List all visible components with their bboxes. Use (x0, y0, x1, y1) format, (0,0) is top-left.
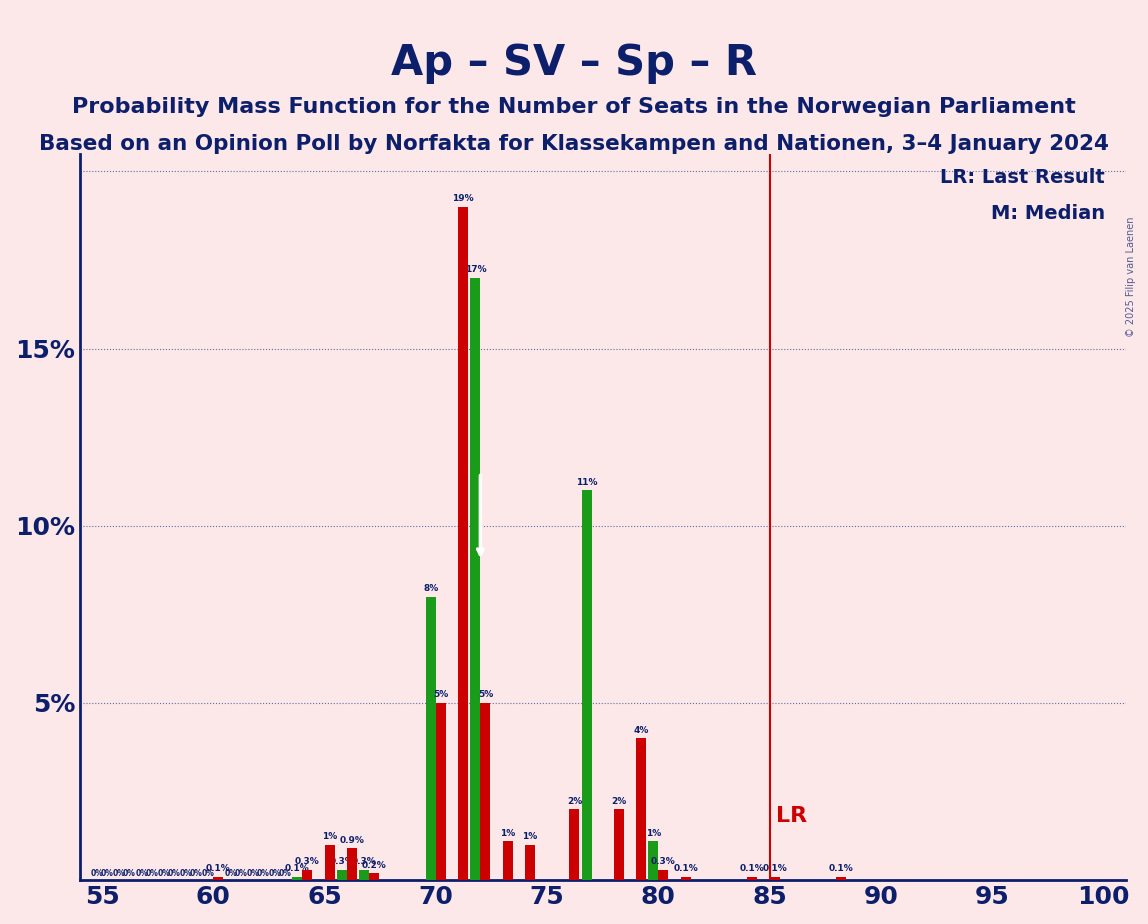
Text: 0%: 0% (189, 869, 202, 879)
Bar (293, 877, 302, 881)
Text: Based on an Opinion Poll by Norfakta for Klassekampen and Nationen, 3–4 January : Based on an Opinion Poll by Norfakta for… (39, 134, 1109, 154)
Text: 1%: 1% (646, 829, 661, 838)
Bar (525, 845, 535, 881)
Text: 0%: 0% (256, 869, 270, 879)
Text: 0.1%: 0.1% (740, 864, 765, 873)
Text: LR: LR (776, 807, 807, 826)
Text: 0%: 0% (180, 869, 193, 879)
Bar (302, 869, 312, 881)
Text: 2%: 2% (567, 796, 582, 806)
Text: 0.2%: 0.2% (362, 860, 387, 869)
Bar (359, 869, 370, 881)
Bar (471, 277, 480, 881)
Text: 17%: 17% (465, 265, 487, 274)
Bar (426, 597, 436, 881)
Text: 19%: 19% (452, 194, 474, 203)
Bar (325, 845, 334, 881)
Bar (569, 809, 580, 881)
Text: 0%: 0% (279, 869, 292, 879)
Text: 0%: 0% (157, 869, 170, 879)
Bar (503, 841, 513, 881)
Text: 5%: 5% (478, 690, 492, 699)
Text: 0%: 0% (234, 869, 247, 879)
Text: 0%: 0% (135, 869, 148, 879)
Text: 0.1%: 0.1% (762, 864, 788, 873)
Text: M: Median: M: Median (991, 204, 1104, 224)
Bar (458, 207, 468, 881)
Text: 0%: 0% (101, 869, 114, 879)
Text: 0.1%: 0.1% (285, 864, 310, 873)
Text: 2%: 2% (611, 796, 627, 806)
Text: LR: Last Result: LR: Last Result (940, 168, 1104, 188)
Bar (436, 703, 445, 881)
Text: 0.3%: 0.3% (295, 857, 320, 866)
Text: 1%: 1% (522, 833, 537, 841)
Bar (659, 869, 668, 881)
Bar (769, 877, 779, 881)
Bar (649, 841, 659, 881)
Text: 0%: 0% (224, 869, 236, 879)
Bar (681, 877, 691, 881)
Bar (480, 703, 490, 881)
Text: 0%: 0% (247, 869, 259, 879)
Text: Ap – SV – Sp – R: Ap – SV – Sp – R (391, 42, 757, 83)
Text: 0.9%: 0.9% (340, 835, 364, 845)
Text: 4%: 4% (634, 726, 649, 735)
Bar (614, 809, 623, 881)
Text: 0.1%: 0.1% (205, 864, 231, 873)
Bar (214, 877, 224, 881)
Text: 0.3%: 0.3% (651, 857, 676, 866)
Text: 0%: 0% (202, 869, 215, 879)
Text: 0%: 0% (91, 869, 103, 879)
Text: 0%: 0% (168, 869, 180, 879)
Text: 0%: 0% (123, 869, 135, 879)
Text: © 2025 Filip van Laenen: © 2025 Filip van Laenen (1126, 217, 1135, 337)
Text: 0.1%: 0.1% (673, 864, 698, 873)
Text: 1%: 1% (501, 829, 515, 838)
Bar (747, 877, 758, 881)
Text: Probability Mass Function for the Number of Seats in the Norwegian Parliament: Probability Mass Function for the Number… (72, 97, 1076, 117)
Text: 0.3%: 0.3% (351, 857, 377, 866)
Text: 5%: 5% (433, 690, 449, 699)
Bar (370, 873, 379, 881)
Text: 0%: 0% (269, 869, 281, 879)
Bar (336, 869, 347, 881)
Bar (347, 848, 357, 881)
Text: 1%: 1% (321, 833, 338, 841)
Bar (837, 877, 846, 881)
Text: 0.1%: 0.1% (829, 864, 854, 873)
Bar (582, 491, 591, 881)
Text: 0%: 0% (113, 869, 126, 879)
Text: 0%: 0% (145, 869, 158, 879)
Bar (636, 738, 646, 881)
Text: 11%: 11% (576, 478, 597, 487)
Text: 8%: 8% (424, 584, 439, 593)
Text: 0.3%: 0.3% (329, 857, 355, 866)
